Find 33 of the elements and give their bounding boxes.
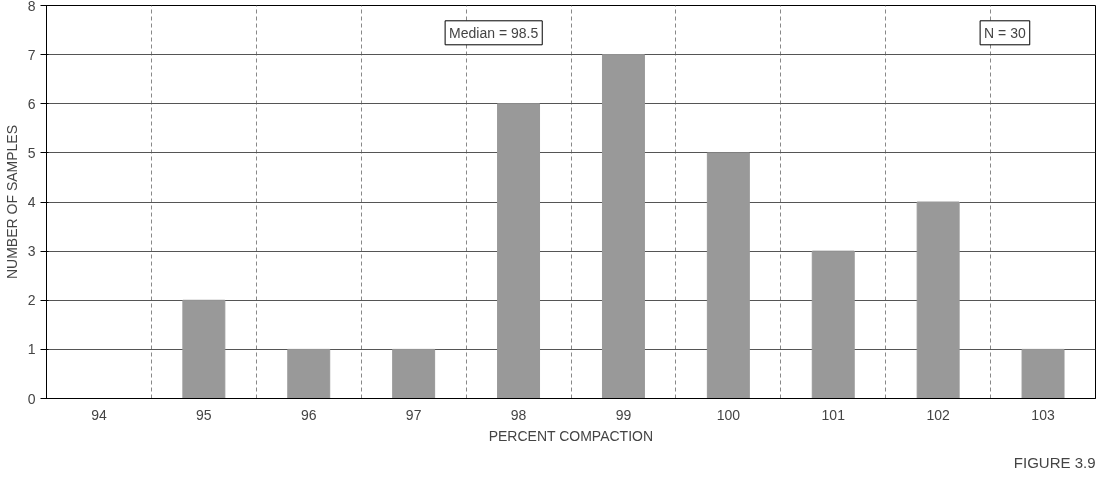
x-tick-label: 98 bbox=[510, 406, 527, 423]
bar bbox=[601, 54, 645, 399]
y-tick-label: 2 bbox=[27, 292, 36, 309]
bar bbox=[497, 103, 541, 399]
x-tick-label: 97 bbox=[405, 406, 422, 423]
y-tick-label: 6 bbox=[27, 95, 36, 112]
x-tick-label: 94 bbox=[91, 406, 107, 423]
y-tick-label: 7 bbox=[27, 46, 36, 63]
bar bbox=[706, 152, 750, 399]
y-tick-label: 3 bbox=[27, 243, 36, 260]
annotation: N = 30 bbox=[984, 24, 1026, 41]
y-tick-label: 5 bbox=[27, 144, 36, 161]
x-tick-label: 101 bbox=[821, 406, 846, 423]
bar bbox=[392, 348, 436, 399]
y-tick-label: 1 bbox=[27, 341, 36, 358]
x-tick-label: 95 bbox=[196, 406, 212, 423]
y-axis-title: NUMBER OF SAMPLES bbox=[3, 124, 20, 280]
bar bbox=[811, 250, 855, 399]
bar bbox=[916, 201, 960, 399]
y-tick-label: 4 bbox=[27, 194, 36, 210]
x-tick-label: 100 bbox=[716, 406, 741, 423]
x-tick-label: 96 bbox=[300, 406, 317, 423]
y-tick-label: 0 bbox=[27, 390, 36, 407]
y-tick-label: 8 bbox=[27, 0, 36, 14]
x-tick-label: 102 bbox=[926, 406, 951, 423]
x-tick-label: 99 bbox=[615, 406, 632, 423]
bar bbox=[287, 348, 331, 399]
x-tick-label: 103 bbox=[1031, 406, 1055, 423]
bar bbox=[1021, 348, 1065, 399]
x-axis-title: PERCENT COMPACTION bbox=[488, 427, 654, 444]
annotation: Median = 98.5 bbox=[449, 24, 539, 41]
bar bbox=[182, 299, 226, 399]
caption: FIGURE 3.9 bbox=[1013, 453, 1096, 471]
